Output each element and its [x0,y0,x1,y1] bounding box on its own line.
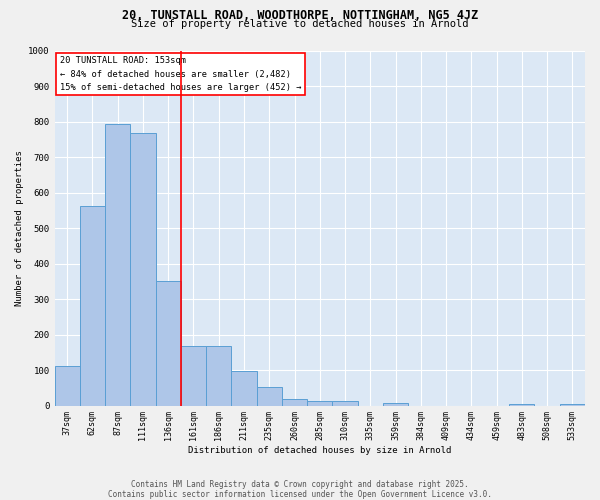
Bar [332,401,358,406]
Bar [307,401,332,406]
X-axis label: Distribution of detached houses by size in Arnold: Distribution of detached houses by size … [188,446,451,455]
Bar [80,206,105,406]
Bar [257,387,282,406]
Bar [509,404,535,406]
Bar [383,402,408,406]
Bar [560,404,585,406]
Bar [105,124,130,406]
Bar [55,366,80,406]
Bar [232,371,257,406]
Text: 20, TUNSTALL ROAD, WOODTHORPE, NOTTINGHAM, NG5 4JZ: 20, TUNSTALL ROAD, WOODTHORPE, NOTTINGHA… [122,9,478,22]
Bar [155,282,181,406]
Bar [206,346,232,406]
Bar [282,399,307,406]
Y-axis label: Number of detached properties: Number of detached properties [15,150,24,306]
Text: Contains HM Land Registry data © Crown copyright and database right 2025.
Contai: Contains HM Land Registry data © Crown c… [108,480,492,499]
Text: 20 TUNSTALL ROAD: 153sqm
← 84% of detached houses are smaller (2,482)
15% of sem: 20 TUNSTALL ROAD: 153sqm ← 84% of detach… [60,56,301,92]
Bar [181,346,206,406]
Text: Size of property relative to detached houses in Arnold: Size of property relative to detached ho… [131,19,469,29]
Bar [130,132,155,406]
